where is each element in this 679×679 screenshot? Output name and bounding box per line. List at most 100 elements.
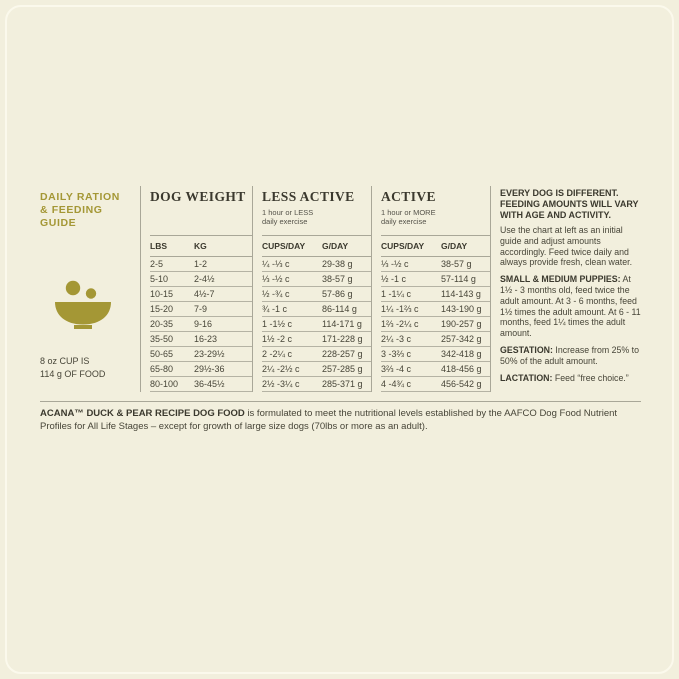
table-row: ½ -1 c 57-114 g xyxy=(381,272,490,287)
table-cell: 35-50 xyxy=(150,334,174,344)
less-active-subtitle: 1 hour or LESS daily exercise xyxy=(262,208,314,226)
table-cell: 342-418 g xyxy=(441,349,482,359)
less-active-title: LESS ACTIVE xyxy=(262,189,355,204)
less-active-block: LESS ACTIVE 1 hour or LESS daily exercis… xyxy=(252,186,371,392)
table-cell: 65-80 xyxy=(150,364,174,374)
table-cell: 86-114 g xyxy=(322,304,357,314)
table-cell: 418-456 g xyxy=(441,364,482,374)
notes-gestation: GESTATION: Increase from 25% to 50% of t… xyxy=(500,345,641,367)
table-cell: ½ -¾ c xyxy=(262,289,290,299)
table-cell: 7-9 xyxy=(194,304,208,314)
table-row: 2 -2¼ c 228-257 g xyxy=(262,347,371,362)
lbs-column-label: LBS xyxy=(150,241,167,251)
table-cell: 2¼ -3 c xyxy=(381,334,412,344)
dog-weight-block: DOG WEIGHT LBS KG 2-5 1-2 5-10 2-4½ 10-15 4½-… xyxy=(140,186,252,392)
less-active-subheader: CUPS/DAY G/DAY xyxy=(262,236,371,257)
weight-rows: 2-5 1-2 5-10 2-4½ 10-15 4½-7 15-20 7-9 20-35 9-16… xyxy=(150,257,252,392)
puppies-label: SMALL & MEDIUM PUPPIES: xyxy=(500,274,621,285)
table-cell: 114-143 g xyxy=(441,289,481,299)
table-row: 65-80 29½-36 xyxy=(150,362,252,377)
table-cell: 456-542 g xyxy=(441,379,482,389)
table-cell: 1¼ -1⅔ c xyxy=(381,304,419,314)
table-cell: 23-29½ xyxy=(194,349,225,359)
table-cell: 16-23 xyxy=(194,334,218,344)
table-cell: 114-171 g xyxy=(322,319,362,329)
table-cell: 1 -1½ c xyxy=(262,319,293,329)
notes-lactation: LACTATION: Feed “free choice.” xyxy=(500,373,641,384)
table-row: 2¼ -2½ c 257-285 g xyxy=(262,362,371,377)
table-cell: 4 -4¾ c xyxy=(381,379,412,389)
feeding-notes-column: EVERY DOG IS DIFFERENT. FEEDING AMOUNTS … xyxy=(490,186,641,392)
feeding-guide-content: DAILY RATION & FEEDING GUIDE 8 oz CUP IS… xyxy=(40,186,641,433)
daily-ration-column: DAILY RATION & FEEDING GUIDE 8 oz CUP IS… xyxy=(40,186,140,392)
table-row: 1½ -2 c 171-228 g xyxy=(262,332,371,347)
notes-heading: EVERY DOG IS DIFFERENT. FEEDING AMOUNTS … xyxy=(500,188,639,220)
daily-ration-title: DAILY RATION & FEEDING GUIDE xyxy=(40,191,120,229)
dog-weight-title: DOG WEIGHT xyxy=(150,189,246,204)
table-row: ⅓ -½ c 38-57 g xyxy=(262,272,371,287)
aafco-statement: ACANA™ DUCK & PEAR RECIPE DOG FOOD is fo… xyxy=(40,408,641,433)
table-cell: 2¼ -2½ c xyxy=(262,364,300,374)
table-cell: 285-371 g xyxy=(322,379,363,389)
active-header: ACTIVE 1 hour or MORE daily exercise xyxy=(381,186,490,236)
active-subtitle: 1 hour or MORE daily exercise xyxy=(381,208,436,226)
active-subheader: CUPS/DAY G/DAY xyxy=(381,236,490,257)
table-row: 35-50 16-23 xyxy=(150,332,252,347)
table-row: ⅓ -½ c 38-57 g xyxy=(381,257,490,272)
table-row: 2¼ -3 c 257-342 g xyxy=(381,332,490,347)
table-cell: 57-86 g xyxy=(322,289,353,299)
dog-weight-subheader: LBS KG xyxy=(150,236,252,257)
notes-intro: Use the chart at left as an initial guid… xyxy=(500,225,633,268)
table-row: ¾ -1 c 86-114 g xyxy=(262,302,371,317)
table-cell: ¾ -1 c xyxy=(262,304,288,314)
table-row: 80-100 36-45½ xyxy=(150,377,252,392)
table-cell: 29-38 g xyxy=(322,259,353,269)
table-cell: 2-4½ xyxy=(194,274,215,284)
table-cell: 50-65 xyxy=(150,349,174,359)
active-title: ACTIVE xyxy=(381,189,436,204)
lactation-text: Feed “free choice.” xyxy=(552,372,629,383)
table-cell: 2-5 xyxy=(150,259,164,269)
notes-puppies: SMALL & MEDIUM PUPPIES: At 1½ - 3 months… xyxy=(500,274,641,339)
table-row: 50-65 23-29½ xyxy=(150,347,252,362)
table-cell: 29½-36 xyxy=(194,364,225,374)
table-cell: 10-15 xyxy=(150,289,174,299)
grams-column-label: G/DAY xyxy=(441,241,468,251)
table-cell: 80-100 xyxy=(150,379,179,389)
table-cell: 20-35 xyxy=(150,319,174,329)
table-cell: ½ -1 c xyxy=(381,274,407,284)
table-cell: 57-114 g xyxy=(441,274,476,284)
table-row: 15-20 7-9 xyxy=(150,302,252,317)
table-cell: 2½ -3¼ c xyxy=(262,379,300,389)
cups-column-label: CUPS/DAY xyxy=(262,241,306,251)
table-cell: 1½ -2 c xyxy=(262,334,293,344)
table-cell: 36-45½ xyxy=(194,379,225,389)
grams-column-label: G/DAY xyxy=(322,241,349,251)
bowl-with-kibble-icon xyxy=(50,280,116,337)
dog-weight-header: DOG WEIGHT xyxy=(150,186,252,236)
lactation-label: LACTATION: xyxy=(500,372,553,383)
table-cell: 38-57 g xyxy=(322,274,353,284)
gestation-label: GESTATION: xyxy=(500,344,553,355)
table-cell: ¼ -⅓ c xyxy=(262,259,290,269)
table-cell: 9-16 xyxy=(194,319,213,329)
table-cell: 190-257 g xyxy=(441,319,482,329)
table-row: 10-15 4½-7 xyxy=(150,287,252,302)
cup-measure-note: 8 oz CUP IS 114 g OF FOOD xyxy=(40,356,106,379)
table-cell: 257-285 g xyxy=(322,364,363,374)
less-active-header: LESS ACTIVE 1 hour or LESS daily exercis… xyxy=(262,186,371,236)
table-cell: 257-342 g xyxy=(441,334,482,344)
less-rows: ¼ -⅓ c 29-38 g ⅓ -½ c 38-57 g ½ -¾ c 57-86 g ¾… xyxy=(262,257,371,392)
table-row: 2½ -3¼ c 285-371 g xyxy=(262,377,371,392)
table-row: 1 -1½ c 114-171 g xyxy=(262,317,371,332)
table-cell: 3 -3⅔ c xyxy=(381,349,412,359)
table-row: 20-35 9-16 xyxy=(150,317,252,332)
table-cell: 1-2 xyxy=(194,259,208,269)
active-block: ACTIVE 1 hour or MORE daily exercise CUP… xyxy=(371,186,490,392)
panel-border-frame xyxy=(5,5,674,674)
table-cell: 1⅔ -2¼ c xyxy=(381,319,419,329)
footer-divider xyxy=(40,401,641,402)
table-cell: 3⅔ -4 c xyxy=(381,364,412,374)
table-row: 1¼ -1⅔ c 143-190 g xyxy=(381,302,490,317)
feeding-guide-columns: DAILY RATION & FEEDING GUIDE 8 oz CUP IS… xyxy=(40,186,641,392)
